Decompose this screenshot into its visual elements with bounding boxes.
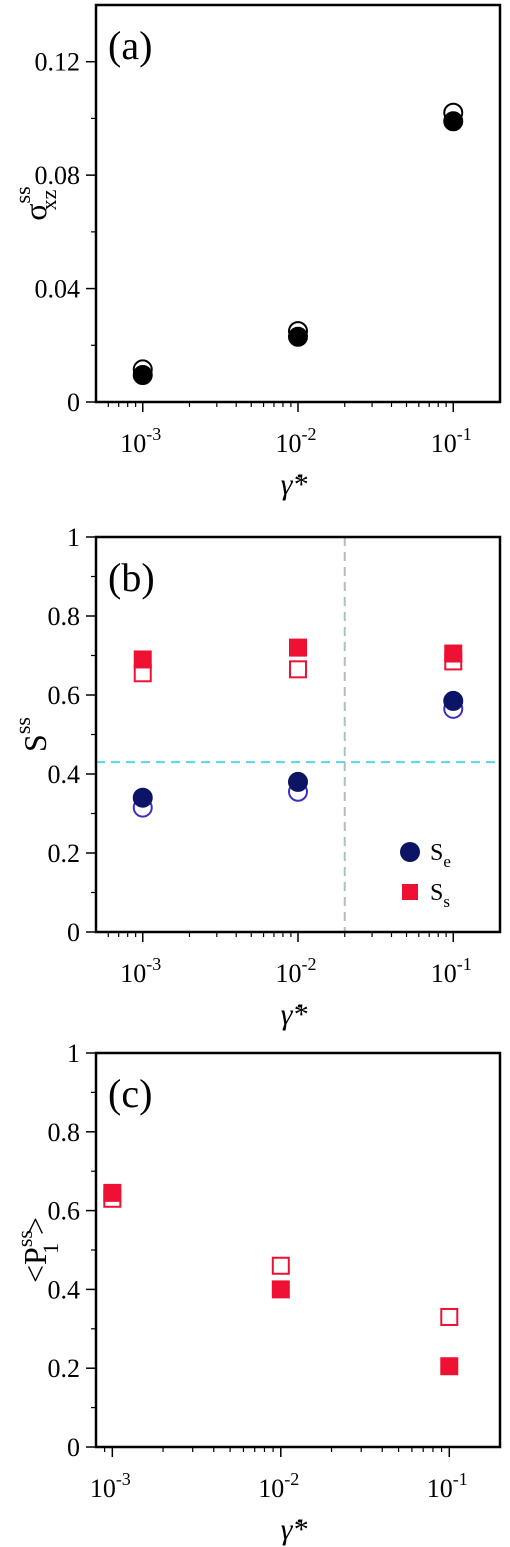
filled-square-point [440, 1357, 459, 1376]
legend-marker [402, 884, 418, 900]
filled-circle-point [443, 111, 464, 132]
legend-label: Ss [430, 880, 450, 911]
y-axis-label: Sss [10, 717, 53, 752]
filled-circle-point [443, 690, 464, 711]
panel-label: (a) [108, 23, 152, 68]
filled-square-point [133, 650, 152, 669]
y-tick-label: 0.8 [48, 1118, 81, 1147]
filled-square-point [444, 644, 463, 663]
x-tick-label: 10-1 [427, 1469, 468, 1503]
chart-panel: 0 0.04 0.08 0.12 10-3 10-2 10-1 γ̇* σssxz (a) [10, 3, 502, 501]
y-tick-label: 0 [67, 1433, 80, 1462]
panel-label: (c) [108, 1071, 152, 1116]
filled-square-point [103, 1183, 122, 1202]
y-tick-label: 0.2 [48, 1354, 81, 1383]
chart-panel: 0 0.2 0.4 0.6 0.8 1 10-3 10-2 10-1 γ̇* <Pss1> (c) [12, 1039, 502, 1546]
open-square-point [289, 660, 307, 679]
x-tick-label: 10-2 [276, 954, 317, 988]
open-square-point [440, 1307, 459, 1326]
x-tick-label: 10-3 [90, 1469, 131, 1503]
filled-square-point [289, 638, 307, 657]
x-axis-label: γ̇* [281, 468, 308, 501]
legend-marker [400, 842, 420, 862]
y-axis-label: σssxz [10, 186, 61, 220]
filled-circle-point [132, 365, 153, 386]
x-tick-label: 10-1 [431, 954, 472, 988]
plot-frame [94, 535, 502, 934]
filled-square-point [271, 1280, 290, 1299]
y-tick-label: 0.08 [35, 161, 81, 190]
open-square-point [271, 1256, 290, 1275]
x-tick-label: 10-2 [276, 424, 317, 458]
y-tick-label: 0.2 [48, 839, 81, 868]
y-tick-label: 1 [67, 523, 80, 552]
plot-frame [94, 1051, 502, 1449]
y-tick-label: 0 [67, 918, 80, 947]
y-tick-label: 1 [67, 1039, 80, 1068]
x-tick-label: 10-1 [431, 424, 472, 458]
chart-panel: 0 0.2 0.4 0.6 0.8 1 10-3 10-2 10-1 γ̇* Sss (b) Se Ss [10, 523, 502, 1031]
x-tick-label: 10-2 [258, 1469, 299, 1503]
filled-circle-point [132, 787, 153, 808]
x-axis-label: γ̇* [281, 1513, 308, 1546]
y-tick-label: 0.6 [48, 1197, 81, 1226]
filled-circle-point [288, 771, 308, 792]
panel-label: (b) [108, 555, 155, 600]
legend: Se Ss [400, 840, 451, 911]
y-tick-label: 0.8 [48, 602, 81, 631]
x-tick-label: 10-3 [120, 424, 161, 458]
y-tick-label: 0.04 [35, 275, 81, 304]
x-axis-label: γ̇* [281, 998, 308, 1031]
y-tick-label: 0 [67, 388, 80, 417]
y-tick-label: 0.4 [48, 760, 81, 789]
y-axis-label: <Pss1> [12, 1217, 63, 1283]
legend-label: Se [430, 840, 451, 871]
x-tick-label: 10-3 [120, 954, 161, 988]
y-tick-label: 0.4 [48, 1275, 81, 1304]
y-tick-label: 0.12 [35, 48, 81, 77]
y-tick-label: 0.6 [48, 681, 81, 710]
filled-circle-point [288, 326, 308, 347]
